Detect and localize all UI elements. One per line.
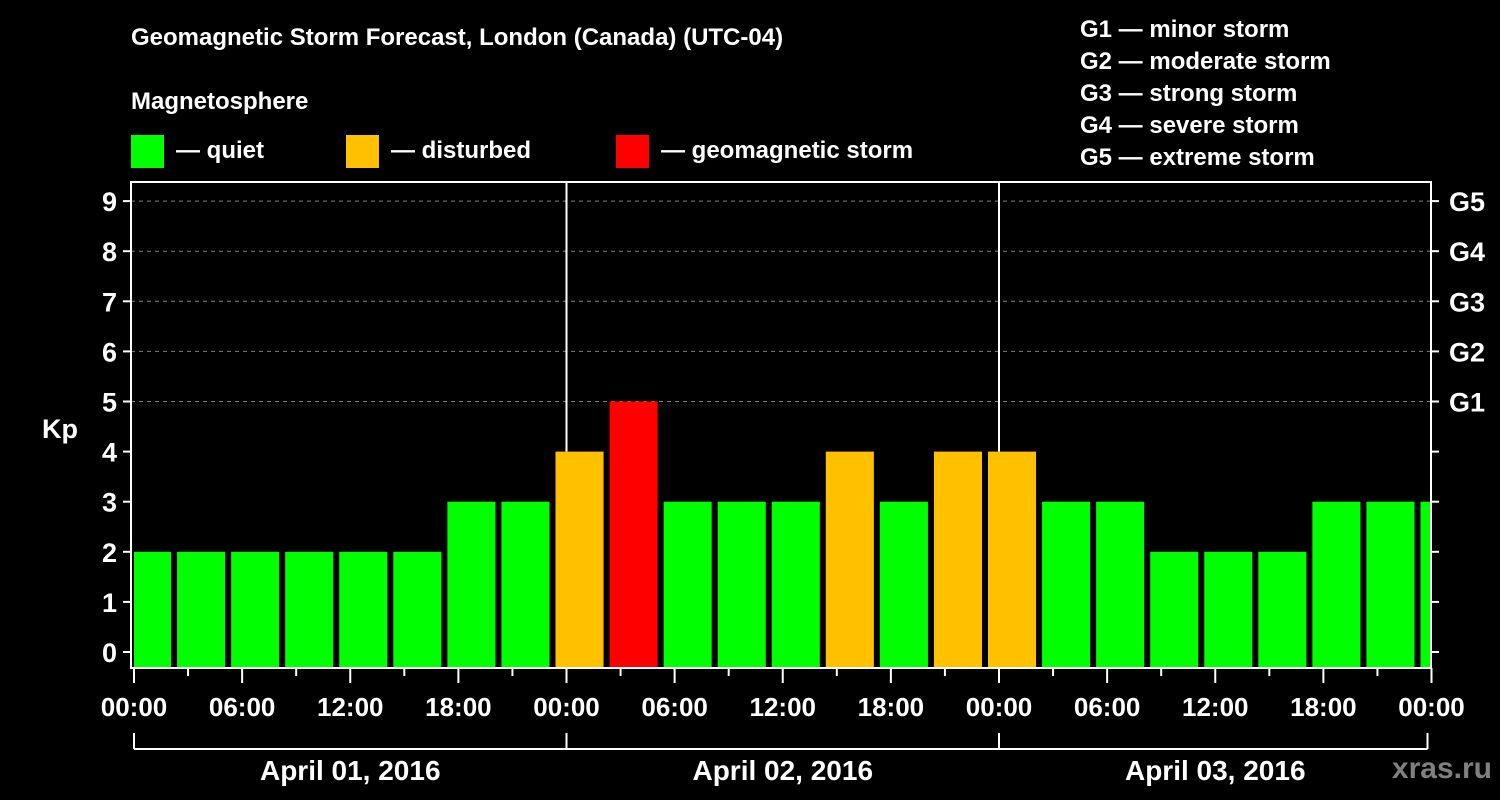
bar-disturbed	[933, 451, 982, 667]
x-tick-label: 12:00	[750, 692, 817, 722]
bar-quiet	[1150, 551, 1199, 667]
day-label: April 03, 2016	[1125, 755, 1306, 786]
g-scale-item: G4 — severe storm	[1080, 112, 1299, 139]
y-tick-label: 8	[102, 237, 117, 267]
y-tick-label: 2	[102, 538, 117, 568]
bar-quiet	[447, 501, 496, 667]
bar-disturbed	[988, 451, 1037, 667]
bar-quiet	[501, 501, 550, 667]
bar-quiet	[177, 551, 226, 667]
bar-quiet	[1204, 551, 1253, 667]
bar-disturbed	[825, 451, 874, 667]
g-level-label: G4	[1449, 237, 1485, 267]
bar-quiet	[1420, 501, 1430, 667]
legend-storm: — geomagnetic storm	[616, 134, 913, 168]
x-tick-label: 18:00	[425, 692, 492, 722]
x-tick-label: 18:00	[1290, 692, 1357, 722]
bar-quiet	[663, 501, 712, 667]
g-scale-item: G5 — extreme storm	[1080, 144, 1315, 171]
g-level-label: G5	[1449, 187, 1485, 217]
g-scale-item: G3 — strong storm	[1080, 80, 1298, 107]
g-level-label: G2	[1449, 337, 1485, 367]
chart-title: Geomagnetic Storm Forecast, London (Cana…	[131, 24, 784, 51]
plot-frame	[130, 181, 1432, 669]
day-label: April 01, 2016	[260, 755, 441, 786]
g-scale-legend: G1 — minor storm G2 — moderate storm G3 …	[1080, 14, 1331, 174]
bar-disturbed	[555, 451, 604, 667]
g-level-label: G3	[1449, 287, 1485, 317]
bar-quiet	[285, 551, 334, 667]
legend-swatch-quiet	[131, 134, 164, 168]
bar-quiet	[1042, 501, 1091, 667]
x-tick-label: 00:00	[101, 692, 168, 722]
x-tick-label: 06:00	[1074, 692, 1141, 722]
x-tick-label: 00:00	[533, 692, 600, 722]
x-tick-label: 12:00	[317, 692, 384, 722]
y-tick-label: 1	[102, 588, 117, 618]
y-tick-label: 4	[102, 438, 117, 468]
bar-quiet	[134, 551, 172, 667]
x-tick-label: 12:00	[1182, 692, 1249, 722]
bar-quiet	[1312, 501, 1361, 667]
y-tick-label: 9	[102, 187, 117, 217]
y-tick-label: 6	[102, 337, 117, 367]
y-tick-label: 5	[102, 388, 117, 418]
g-level-label: G1	[1449, 388, 1485, 418]
legend-disturbed: — disturbed	[346, 134, 531, 168]
x-tick-label: 00:00	[1398, 692, 1465, 722]
legend-label: — quiet	[176, 137, 264, 164]
legend-swatch-storm	[616, 134, 649, 168]
x-tick-label: 00:00	[966, 692, 1033, 722]
watermark: xras.ru	[1391, 752, 1492, 785]
bar-quiet	[393, 551, 442, 667]
legend-label: — disturbed	[391, 137, 532, 164]
bar-quiet	[1258, 551, 1307, 667]
gridlines	[131, 200, 1431, 402]
bar-quiet	[771, 501, 820, 667]
bar-quiet	[1096, 501, 1145, 667]
bar-quiet	[1366, 501, 1415, 667]
y-axis-label: Kp	[42, 414, 78, 444]
x-tick-label: 18:00	[858, 692, 925, 722]
legend-label: — geomagnetic storm	[661, 137, 914, 164]
bar-quiet	[339, 551, 388, 667]
g-scale-item: G1 — minor storm	[1080, 16, 1290, 43]
legend-quiet: — quiet	[131, 134, 264, 168]
y-tick-label: 0	[102, 638, 117, 668]
g-scale-item: G2 — moderate storm	[1080, 48, 1331, 75]
bars	[134, 401, 1430, 667]
bar-quiet	[879, 501, 928, 667]
bar-storm	[609, 401, 658, 667]
legend-swatch-disturbed	[346, 134, 379, 168]
y-tick-label: 7	[102, 287, 117, 317]
axes: 0 1 2 3 4 5 6 7 8 9 G1 G2 G3 G4 G5 Kp 00:00 06:00 12:00 18:…	[42, 181, 1485, 786]
x-tick-label: 06:00	[641, 692, 708, 722]
bar-quiet	[231, 551, 280, 667]
legend-heading: Magnetosphere	[131, 88, 309, 115]
x-tick-label: 06:00	[209, 692, 276, 722]
bar-quiet	[717, 501, 766, 667]
y-tick-label: 3	[102, 488, 117, 518]
day-label: April 02, 2016	[692, 755, 873, 786]
